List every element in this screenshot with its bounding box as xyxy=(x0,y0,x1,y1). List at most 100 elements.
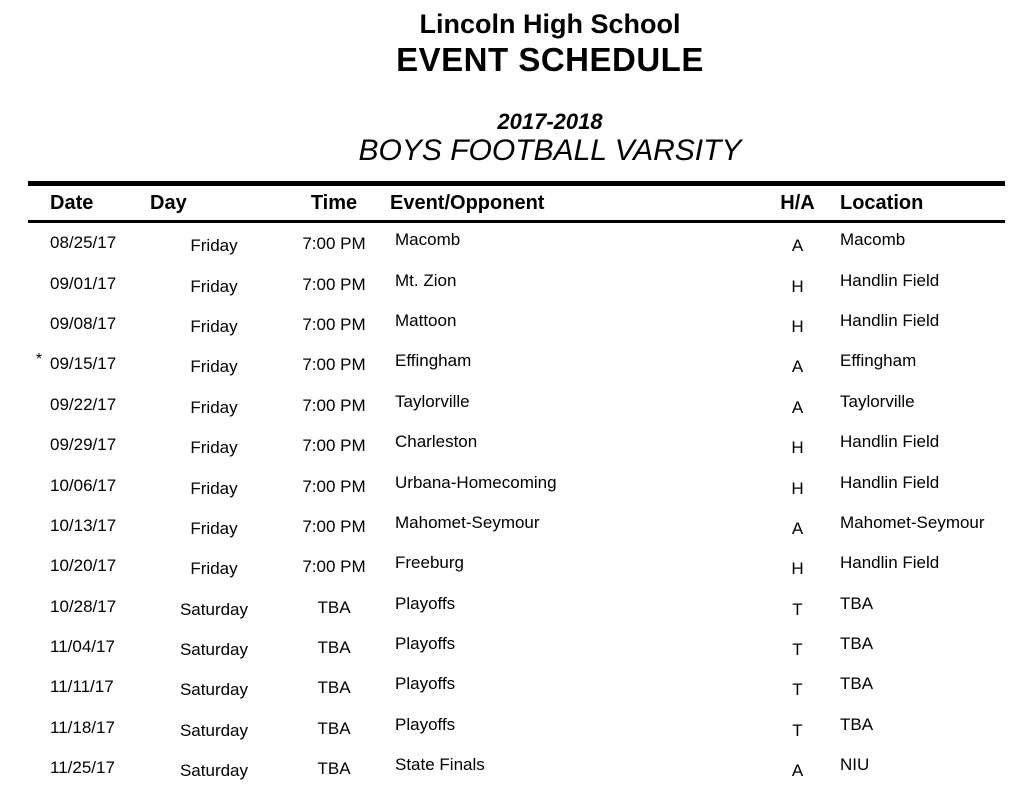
cell-location: TBA xyxy=(840,634,874,654)
school-name: Lincoln High School xyxy=(419,9,681,39)
cell-time: TBA xyxy=(317,718,351,738)
cell-ha: H xyxy=(791,316,804,336)
table-row: 08/25/17 Friday 7:00 PM Macomb A Macomb xyxy=(28,223,1005,263)
cell-day: Friday xyxy=(190,236,238,256)
cell-time: 7:00 PM xyxy=(302,557,366,577)
cell-event: Macomb xyxy=(395,230,461,250)
table-header-row: Date Day Time Event/Opponent H/A Locatio… xyxy=(28,186,1005,223)
team-name: BOYS FOOTBALL VARSITY xyxy=(358,134,742,167)
table-row: 11/11/17 Saturday TBA Playoffs T TBA xyxy=(28,667,1005,707)
cell-date: 11/25/17 xyxy=(50,758,115,778)
cell-day: Friday xyxy=(190,559,238,579)
cell-day: Saturday xyxy=(179,599,249,619)
cell-event: Mt. Zion xyxy=(395,270,457,290)
cell-date: 08/25/17 xyxy=(50,233,117,253)
cell-day: Saturday xyxy=(179,720,249,740)
column-header-date: Date xyxy=(50,191,94,214)
table-row: 09/08/17 Friday 7:00 PM Mattoon H Handli… xyxy=(28,304,1005,344)
cell-event: Effingham xyxy=(395,351,472,371)
cell-day: Saturday xyxy=(179,761,249,781)
cell-event: State Finals xyxy=(395,755,485,775)
cell-date: 09/22/17 xyxy=(50,394,117,414)
cell-event: Playoffs xyxy=(395,714,456,734)
cell-date: 10/06/17 xyxy=(50,475,117,495)
cell-date: 10/20/17 xyxy=(50,556,117,576)
cell-time: 7:00 PM xyxy=(302,314,366,334)
cell-location: TBA xyxy=(840,593,874,613)
table-row: 10/06/17 Friday 7:00 PM Urbana-Homecomin… xyxy=(28,465,1005,505)
table-body: 08/25/17 Friday 7:00 PM Macomb A Macomb … xyxy=(28,223,1005,788)
table-row: 10/20/17 Friday 7:00 PM Freeburg H Handl… xyxy=(28,546,1005,586)
cell-date: 10/13/17 xyxy=(50,515,117,535)
cell-event: Mahomet-Seymour xyxy=(395,512,540,532)
table-row: 09/29/17 Friday 7:00 PM Charleston H Han… xyxy=(28,425,1005,465)
cell-event: Playoffs xyxy=(395,593,456,613)
cell-date: 11/18/17 xyxy=(50,717,115,737)
cell-time: 7:00 PM xyxy=(302,274,366,294)
column-header-ha: H/A xyxy=(780,191,815,214)
table-row: 10/28/17 Saturday TBA Playoffs T TBA xyxy=(28,587,1005,627)
cell-location: TBA xyxy=(840,674,874,694)
cell-time: 7:00 PM xyxy=(302,516,366,536)
cell-ha: A xyxy=(791,357,804,377)
cell-location: Handlin Field xyxy=(840,310,940,330)
cell-time: TBA xyxy=(317,597,351,617)
cell-ha: H xyxy=(791,559,804,579)
cell-time: TBA xyxy=(317,678,351,698)
cell-location: TBA xyxy=(840,714,874,734)
cell-day: Friday xyxy=(190,518,238,538)
cell-event: Mattoon xyxy=(395,310,457,330)
cell-date: 09/08/17 xyxy=(50,313,117,333)
table-row: 10/13/17 Friday 7:00 PM Mahomet-Seymour … xyxy=(28,506,1005,546)
cell-date: 09/01/17 xyxy=(50,273,117,293)
cell-location: Handlin Field xyxy=(840,553,940,573)
cell-location: Handlin Field xyxy=(840,270,940,290)
cell-day: Friday xyxy=(190,357,238,377)
cell-ha: T xyxy=(792,599,803,619)
table-row: 11/25/17 Saturday TBA State Finals A NIU xyxy=(28,748,1005,788)
cell-day: Saturday xyxy=(179,680,249,700)
cell-location: Effingham xyxy=(840,351,917,371)
cell-ha: A xyxy=(791,761,804,781)
cell-ha: A xyxy=(791,236,804,256)
cell-date: 10/28/17 xyxy=(50,596,117,616)
cell-event: Urbana-Homecoming xyxy=(395,472,557,492)
cell-time: TBA xyxy=(317,759,351,779)
table-row: 09/01/17 Friday 7:00 PM Mt. Zion H Handl… xyxy=(28,263,1005,303)
cell-location: Macomb xyxy=(840,230,906,250)
cell-location: Mahomet-Seymour xyxy=(840,512,985,532)
column-header-day: Day xyxy=(150,191,187,214)
cell-day: Friday xyxy=(190,276,238,296)
cell-event: Charleston xyxy=(395,432,478,452)
cell-day: Friday xyxy=(190,397,238,417)
cell-event: Playoffs xyxy=(395,674,456,694)
schedule-table: Date Day Time Event/Opponent H/A Locatio… xyxy=(28,181,1005,788)
cell-day: Saturday xyxy=(179,640,249,660)
cell-flag: * xyxy=(35,351,43,369)
cell-time: 7:00 PM xyxy=(302,436,366,456)
cell-day: Friday xyxy=(190,316,238,336)
cell-date: 11/11/17 xyxy=(50,677,114,697)
cell-location: Taylorville xyxy=(840,391,915,411)
cell-ha: H xyxy=(791,478,804,498)
table-row: * 09/15/17 Friday 7:00 PM Effingham A Ef… xyxy=(28,344,1005,384)
cell-ha: A xyxy=(791,397,804,417)
cell-date: 09/29/17 xyxy=(50,435,117,455)
column-header-time: Time xyxy=(310,191,358,214)
cell-event: Freeburg xyxy=(395,553,464,573)
cell-location: Handlin Field xyxy=(840,432,940,452)
season-years: 2017-2018 xyxy=(497,109,603,134)
cell-date: 11/04/17 xyxy=(50,637,115,657)
cell-location: NIU xyxy=(840,755,870,775)
cell-day: Friday xyxy=(190,438,238,458)
cell-date: 09/15/17 xyxy=(50,354,117,374)
cell-time: 7:00 PM xyxy=(302,234,366,254)
cell-time: 7:00 PM xyxy=(302,395,366,415)
cell-time: 7:00 PM xyxy=(302,476,366,496)
cell-event: Playoffs xyxy=(395,634,456,654)
cell-ha: T xyxy=(792,680,803,700)
cell-ha: T xyxy=(792,720,803,740)
cell-day: Friday xyxy=(190,478,238,498)
cell-ha: H xyxy=(791,438,804,458)
